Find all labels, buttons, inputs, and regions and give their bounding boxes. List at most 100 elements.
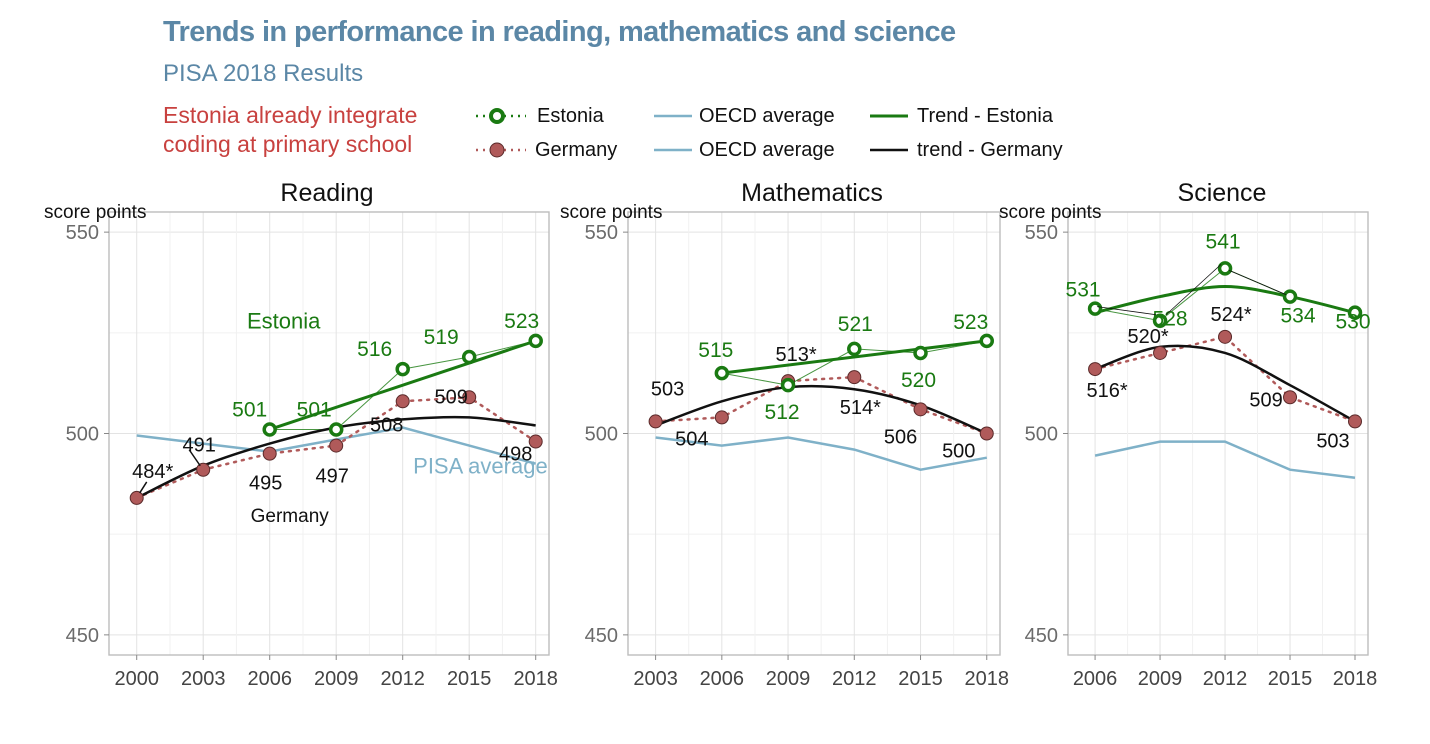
panel-title: Mathematics xyxy=(741,179,883,207)
leader-line xyxy=(188,449,201,467)
leader-line xyxy=(1228,270,1287,295)
y-tick-label: 500 xyxy=(66,424,99,446)
legend-label-oecd-1: OECD average xyxy=(699,105,835,127)
x-tick-label: 2015 xyxy=(898,668,943,690)
chart-title: Trends in performance in reading, mathem… xyxy=(163,16,956,48)
legend-swatch-germany-marker xyxy=(489,142,505,158)
germany-point xyxy=(847,370,862,385)
germany-data-label: 491 xyxy=(183,435,216,457)
grid xyxy=(628,212,1000,655)
leader-line xyxy=(139,481,148,494)
estonia-data-label: 520 xyxy=(901,369,936,392)
legend-swatches-country xyxy=(476,108,526,158)
germany-point xyxy=(329,438,344,453)
germany-data-label: 504 xyxy=(675,428,708,450)
germany-data-label: 514* xyxy=(840,397,881,419)
series-trend-estonia-line xyxy=(1094,285,1356,315)
germany-data-label: 513* xyxy=(775,344,816,366)
germany-point xyxy=(262,446,277,461)
germany-data-label: 509 xyxy=(1249,389,1282,411)
y-tick-label: 450 xyxy=(66,625,99,647)
estonia-data-label: 515 xyxy=(698,339,733,362)
x-tick-label: 2012 xyxy=(1203,668,1248,690)
x-tick-label: 2018 xyxy=(965,668,1010,690)
germany-point xyxy=(462,390,477,405)
legend-label-trend-germany: trend - Germany xyxy=(917,139,1063,161)
estonia-data-label: 541 xyxy=(1206,230,1241,253)
estonia-point xyxy=(461,349,477,365)
germany-point xyxy=(714,410,729,425)
x-tick-label: 2018 xyxy=(1333,668,1378,690)
x-tick-label: 2015 xyxy=(447,668,492,690)
panel-title: Science xyxy=(1178,179,1267,207)
estonia-data-label: 523 xyxy=(953,311,988,334)
estonia-data-label: 530 xyxy=(1335,311,1370,334)
y-tick-label: 550 xyxy=(1025,222,1058,244)
x-tick-label: 2012 xyxy=(380,668,425,690)
estonia-data-label: 501 xyxy=(297,398,332,421)
estonia-point xyxy=(714,365,730,381)
legend-swatches-oecd xyxy=(654,114,692,152)
x-tick-label: 2009 xyxy=(1138,668,1183,690)
estonia-data-label: 534 xyxy=(1280,305,1315,328)
germany-data-label: 497 xyxy=(316,466,349,488)
y-tick-label: 550 xyxy=(585,222,618,244)
annotation-label: Estonia xyxy=(247,309,321,334)
estonia-data-label: 516 xyxy=(357,338,392,361)
legend-swatches-trend xyxy=(870,114,908,152)
germany-point xyxy=(129,490,144,505)
estonia-point xyxy=(328,422,344,437)
panel-title: Reading xyxy=(280,179,373,207)
germany-data-label: 495 xyxy=(249,473,282,495)
x-tick-label: 2015 xyxy=(1268,668,1313,690)
estonia-data-label: 519 xyxy=(424,326,459,349)
grid xyxy=(1068,212,1368,655)
germany-point xyxy=(196,462,211,477)
estonia-data-label: 512 xyxy=(765,401,800,424)
germany-data-label: 524* xyxy=(1210,304,1251,326)
estonia-data-label: 528 xyxy=(1153,308,1188,331)
note-line-2: coding at primary school xyxy=(163,131,413,157)
leader-line xyxy=(1097,306,1157,316)
estonia-point xyxy=(1152,313,1168,328)
x-tick-label: 2006 xyxy=(700,668,745,690)
estonia-point xyxy=(262,422,277,437)
x-tick-label: 2003 xyxy=(181,668,226,690)
y-axis-label: score points xyxy=(560,202,662,223)
series-trend-estonia-line xyxy=(721,339,987,375)
legend-label-oecd-2: OECD average xyxy=(699,139,835,161)
germany-point xyxy=(1153,345,1168,360)
panel-science: Science score points 450 500 550 2006 2009 2012… xyxy=(999,179,1377,690)
germany-data-label: 508 xyxy=(370,414,403,436)
legend-label-estonia: Estonia xyxy=(537,105,604,127)
y-axis-label: score points xyxy=(999,202,1101,223)
series-germany-line xyxy=(654,375,989,435)
leader-line xyxy=(1165,264,1222,316)
germany-data-label: 516* xyxy=(1086,380,1127,402)
series-trend-germany-line xyxy=(1094,344,1356,423)
estonia-point xyxy=(1217,261,1233,276)
x-tick-label: 2009 xyxy=(766,668,811,690)
estonia-point xyxy=(1347,305,1363,320)
estonia-point xyxy=(395,361,410,377)
germany-point xyxy=(913,402,928,417)
estonia-point xyxy=(1282,289,1298,304)
germany-data-label: 498 xyxy=(499,444,532,466)
x-tick-label: 2012 xyxy=(832,668,877,690)
legend-label-trend-estonia: Trend - Estonia xyxy=(917,105,1053,127)
x-tick-label: 2006 xyxy=(247,668,292,690)
estonia-point xyxy=(979,333,995,349)
germany-point xyxy=(528,434,543,449)
series-oecd-average-line xyxy=(1094,440,1356,480)
x-tick-label: 2009 xyxy=(314,668,359,690)
germany-point xyxy=(1348,414,1363,429)
germany-data-label: 500 xyxy=(942,441,975,463)
legend-label-germany: Germany xyxy=(535,139,618,161)
grid xyxy=(109,212,549,655)
note-line-1: Estonia already integrate xyxy=(163,102,418,128)
estonia-data-label: 521 xyxy=(838,313,873,336)
germany-data-label: 484* xyxy=(132,461,173,483)
series-trend-estonia-line xyxy=(269,339,537,431)
annotation-label: Germany xyxy=(251,506,330,527)
estonia-data-label: 531 xyxy=(1066,279,1101,302)
